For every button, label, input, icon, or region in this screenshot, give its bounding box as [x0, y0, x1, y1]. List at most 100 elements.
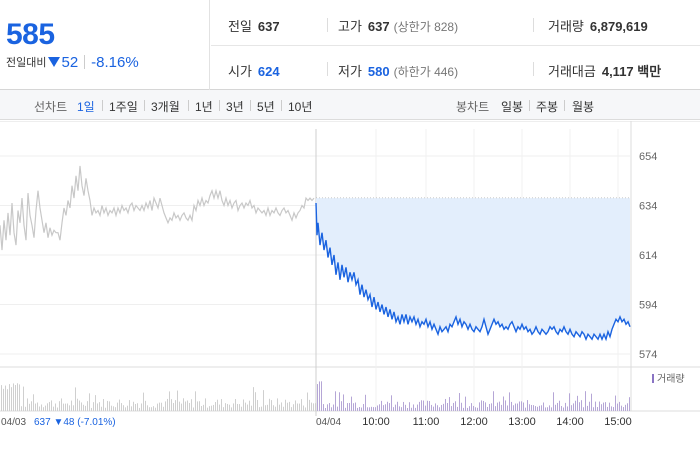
volume-bar — [25, 406, 26, 411]
tab-1d[interactable]: 1일 — [77, 100, 95, 114]
volume-bar — [191, 399, 192, 411]
volume-bar — [139, 407, 140, 411]
volume-bar — [587, 405, 588, 411]
volume-bar — [201, 405, 202, 411]
volume-bar — [447, 403, 448, 411]
volume-bar — [519, 401, 520, 411]
volume-bar — [527, 400, 528, 411]
x-tick-label: 13:00 — [508, 416, 536, 428]
volume-bar — [341, 401, 342, 411]
volume-bar — [349, 402, 350, 411]
volume-bar — [529, 404, 530, 411]
line-chart-title: 선차트 — [34, 100, 68, 114]
high-value: 637 — [367, 19, 390, 34]
volume-bar — [77, 398, 78, 411]
volume-bar — [257, 399, 258, 411]
tab-monthly[interactable]: 월봉 — [572, 100, 595, 114]
tab-weekly[interactable]: 주봉 — [536, 100, 559, 114]
volume-bar — [531, 404, 532, 411]
volume-bar — [133, 401, 134, 411]
volume-bar — [203, 404, 204, 411]
volume-bar — [375, 407, 376, 411]
tab-1w[interactable]: 1주일 — [109, 100, 138, 114]
volume-bar — [625, 404, 626, 411]
volume-bar — [53, 406, 54, 411]
tab-daily[interactable]: 일봉 — [501, 100, 524, 114]
volume-bar — [347, 403, 348, 411]
volume-bar — [555, 404, 556, 411]
volume-bar — [391, 395, 392, 411]
y-tick-label: 634 — [639, 201, 657, 213]
volume-bar — [559, 400, 560, 411]
volume-bar — [287, 402, 288, 411]
tab-5y[interactable]: 5년 — [257, 100, 275, 114]
volume-bar — [479, 402, 480, 411]
volume-bar — [599, 401, 600, 411]
volume-bar — [121, 403, 122, 411]
volume-bar — [357, 407, 358, 411]
volume-bar — [323, 404, 324, 411]
volume-legend-swatch — [652, 374, 654, 383]
volume-bar — [329, 403, 330, 411]
volume-bar — [331, 407, 332, 411]
volume-bar — [149, 407, 150, 411]
volume-bar — [533, 405, 534, 411]
down-triangle-icon — [48, 57, 61, 67]
volume-bar — [623, 407, 624, 411]
volume-bar — [469, 406, 470, 411]
x-tick-label: 15:00 — [604, 416, 632, 428]
volume-bar — [163, 406, 164, 411]
volume-bar — [597, 407, 598, 411]
volume-bar — [503, 396, 504, 411]
volume-bar — [405, 404, 406, 411]
volume-bar — [439, 407, 440, 411]
tab-10y[interactable]: 10년 — [288, 100, 313, 114]
volume-bar — [131, 406, 132, 411]
volume-bar — [483, 400, 484, 411]
volume-bar — [517, 403, 518, 411]
volume-bar — [365, 394, 366, 411]
volume-bar — [455, 401, 456, 411]
volume-bar — [107, 400, 108, 411]
volume-bar — [109, 401, 110, 411]
tab-3y[interactable]: 3년 — [226, 100, 244, 114]
volume-bar — [281, 402, 282, 411]
volume-bar — [263, 390, 264, 411]
volume-bar — [561, 406, 562, 411]
volume-bar — [175, 400, 176, 411]
volume-bar — [61, 398, 62, 411]
tab-3m[interactable]: 3개월 — [151, 100, 180, 114]
volume-bar — [267, 404, 268, 411]
volume-bar — [105, 407, 106, 411]
volume-bar — [83, 404, 84, 411]
y-axis-labels: 654 634 614 594 574 — [639, 151, 657, 361]
volume-bar — [393, 407, 394, 411]
volume-bar — [339, 392, 340, 411]
volume-bar — [141, 403, 142, 411]
volume-bar — [173, 403, 174, 411]
volume-bar — [211, 405, 212, 411]
volume-bar — [617, 403, 618, 411]
volume-bar — [283, 406, 284, 411]
volume-bar — [593, 407, 594, 411]
volume-bar — [429, 401, 430, 411]
volume-bar — [95, 395, 96, 411]
volume-bar — [209, 406, 210, 411]
volume-bar — [403, 401, 404, 411]
open-label: 시가 — [228, 64, 252, 79]
y-tick-label: 614 — [639, 250, 657, 262]
volume-bar — [495, 406, 496, 411]
divider — [211, 45, 700, 46]
tab-1y[interactable]: 1년 — [195, 100, 213, 114]
volume-bar — [407, 407, 408, 411]
volume-bar — [241, 406, 242, 411]
prev-close-label: 전일 — [228, 19, 252, 34]
low-cell: 저가 580 (하한가 446) — [338, 61, 458, 80]
volume-bar — [583, 407, 584, 411]
volume-bar — [335, 391, 336, 411]
prev-day-summary: 637 ▼48 (-7.01%) — [34, 417, 116, 428]
volume-bars — [1, 381, 630, 411]
volume-bar — [21, 406, 22, 411]
change-label: 전일대비 — [6, 57, 47, 69]
x-tick-label: 11:00 — [413, 416, 440, 428]
